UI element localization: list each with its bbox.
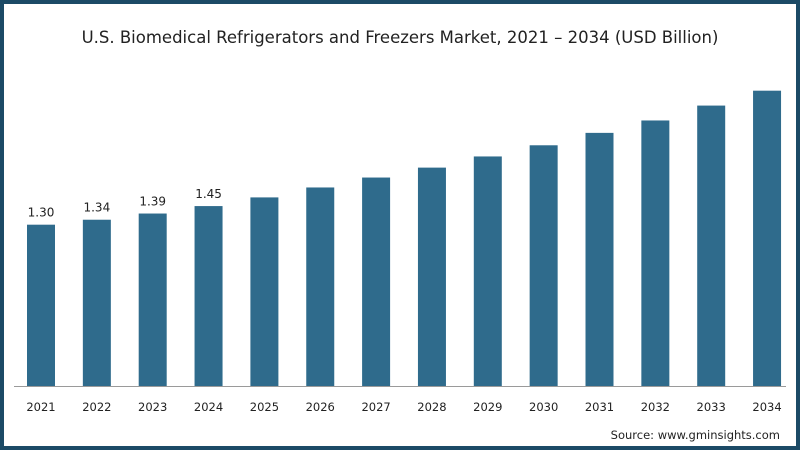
bar-2024 [194, 206, 223, 386]
x-tick-label-2024: 2024 [194, 400, 223, 414]
x-tick-label-2030: 2030 [529, 400, 558, 414]
bar-2026 [306, 187, 335, 386]
value-label-2022: 1.34 [83, 201, 110, 215]
source-note: Source: www.gminsights.com [610, 428, 780, 442]
bars-group [27, 90, 782, 386]
x-tick-label-2025: 2025 [250, 400, 279, 414]
bar-2029 [473, 156, 502, 386]
x-tick-label-2032: 2032 [641, 400, 670, 414]
bar-2028 [417, 167, 446, 386]
value-label-2024: 1.45 [195, 187, 222, 201]
x-tick-label-2027: 2027 [361, 400, 390, 414]
bar-2031 [585, 132, 614, 386]
bar-2022 [82, 219, 111, 386]
x-tick-label-2029: 2029 [473, 400, 502, 414]
x-tick-label-2033: 2033 [697, 400, 726, 414]
value-label-2023: 1.39 [139, 195, 166, 209]
bar-2032 [641, 120, 670, 386]
chart-title: U.S. Biomedical Refrigerators and Freeze… [81, 28, 719, 47]
bar-2034 [753, 90, 782, 386]
x-tick-label-2021: 2021 [26, 400, 55, 414]
bar-2033 [697, 105, 726, 386]
bar-2025 [250, 197, 279, 386]
x-tick-label-2023: 2023 [138, 400, 167, 414]
x-tick-label-2028: 2028 [417, 400, 446, 414]
value-labels-group: 1.30 1.34 1.39 1.45 [28, 187, 222, 220]
bar-2023 [138, 213, 167, 386]
value-label-2021: 1.30 [28, 206, 55, 220]
x-tick-label-2031: 2031 [585, 400, 614, 414]
x-tick-label-2022: 2022 [82, 400, 111, 414]
bar-2021 [27, 224, 55, 386]
x-tick-label-2034: 2034 [752, 400, 781, 414]
bar-2027 [362, 177, 391, 386]
x-tick-label-2026: 2026 [306, 400, 335, 414]
x-tick-labels-group: 2021 2022 2023 2024 2025 2026 2027 2028 2029 2030… [26, 400, 781, 414]
bar-2030 [529, 145, 558, 386]
